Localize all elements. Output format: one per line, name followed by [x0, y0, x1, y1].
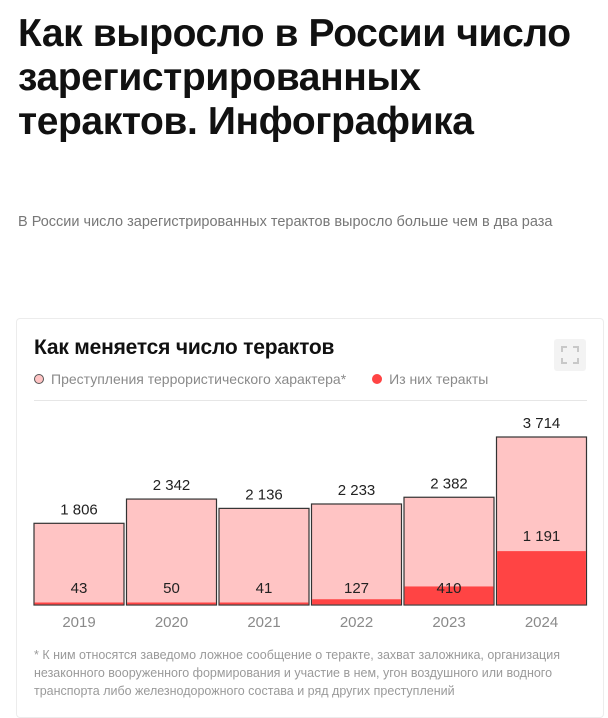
legend-divider	[34, 400, 587, 401]
legend-label-attacks: Из них теракты	[389, 371, 489, 387]
chart-footnote: * К ним относятся заведомо ложное сообще…	[34, 648, 560, 698]
x-tick-2020: 2020	[155, 614, 188, 631]
label-total-2019: 1 806	[60, 501, 98, 518]
bar-attacks-2023[interactable]	[404, 586, 494, 605]
label-total-2021: 2 136	[245, 486, 283, 503]
label-attacks-2021: 41	[256, 580, 273, 597]
article-title: Как выросло в России число зарегистриров…	[18, 12, 571, 143]
label-total-2020: 2 342	[153, 477, 191, 494]
chart-legend: Преступления террористического характера…	[34, 371, 514, 387]
legend-swatch-total	[34, 374, 44, 384]
bar-attacks-2020[interactable]	[127, 602, 216, 605]
label-total-2022: 2 233	[338, 482, 376, 499]
bar-attacks-2019[interactable]	[34, 602, 124, 605]
label-attacks-2019: 43	[71, 580, 88, 597]
bar-total-2021[interactable]	[218, 507, 310, 606]
legend-item-attacks[interactable]: Из них теракты	[372, 371, 488, 387]
expand-icon	[561, 346, 579, 364]
label-attacks-2023: 410	[436, 580, 461, 597]
bar-total-2022[interactable]	[310, 503, 403, 606]
label-attacks-2022: 127	[344, 580, 369, 597]
legend-swatch-attacks	[372, 374, 383, 384]
expand-button[interactable]	[554, 339, 586, 371]
legend-label-total: Преступления террористического характера…	[51, 371, 347, 387]
label-attacks-2024: 1 191	[523, 528, 561, 545]
bar-attacks-2022[interactable]	[312, 599, 401, 605]
x-tick-2022: 2022	[340, 614, 373, 631]
bar-total-2020[interactable]	[125, 498, 218, 606]
bar-attacks-2024[interactable]	[497, 551, 586, 605]
x-tick-2023: 2023	[432, 614, 465, 631]
bar-total-2019[interactable]	[33, 522, 125, 606]
label-attacks-2020: 50	[163, 580, 180, 597]
label-total-2023: 2 382	[430, 475, 468, 492]
x-tick-2021: 2021	[247, 614, 280, 631]
label-total-2024: 3 714	[523, 415, 561, 432]
bar-attacks-2021[interactable]	[219, 602, 309, 605]
x-tick-2019: 2019	[62, 614, 95, 631]
legend-item-total[interactable]: Преступления террористического характера…	[34, 371, 346, 387]
article-lead: В России число зарегистрированных теракт…	[18, 214, 553, 230]
x-tick-2024: 2024	[525, 614, 558, 631]
chart-title: Как меняется число терактов	[34, 336, 335, 359]
